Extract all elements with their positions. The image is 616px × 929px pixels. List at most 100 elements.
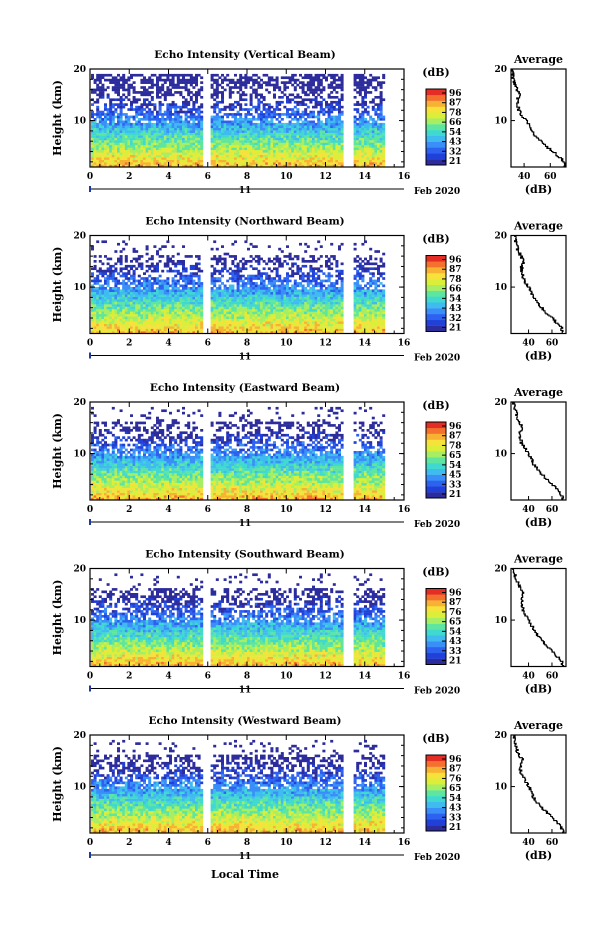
heatmap-cell — [184, 125, 188, 129]
heatmap-cell — [104, 331, 107, 334]
heatmap-cell — [106, 110, 110, 114]
heatmap-cell — [280, 91, 284, 94]
heatmap-cell — [161, 88, 165, 92]
heatmap-cell — [280, 326, 284, 329]
heatmap-cell — [119, 147, 123, 151]
heatmap-cell — [176, 152, 180, 155]
heatmap-cell — [262, 323, 266, 327]
heatmap-cell — [156, 76, 159, 80]
heatmap-cell — [179, 86, 183, 89]
heatmap-cell — [221, 140, 224, 143]
heatmap-cell — [176, 309, 180, 312]
heatmap-cell — [218, 125, 222, 129]
heatmap-cell — [150, 164, 154, 168]
heatmap-cell — [130, 105, 133, 109]
heatmap-cell — [195, 81, 198, 84]
heatmap-cell — [249, 309, 253, 312]
heatmap-cell — [244, 103, 248, 106]
heatmap-cell — [244, 115, 248, 119]
heatmap-cell — [122, 127, 126, 131]
heatmap-cell — [273, 299, 276, 302]
heatmap-cell — [234, 309, 237, 312]
heatmap-cell — [111, 321, 115, 324]
heatmap-cell — [283, 323, 287, 327]
heatmap-cell — [223, 130, 227, 133]
heatmap-cell — [200, 137, 204, 141]
heatmap-cell — [239, 301, 243, 305]
panel-1: Echo Intensity (Vertical Beam)0 2 4 6 8 10 12 1… — [51, 49, 567, 197]
heatmap-cell — [314, 130, 318, 133]
heatmap-cell — [280, 309, 284, 312]
heatmap-cell — [166, 73, 170, 77]
heatmap-cell — [369, 115, 373, 119]
heatmap-cell — [327, 301, 331, 305]
heatmap-cell — [236, 145, 240, 148]
heatmap-cell — [291, 309, 295, 312]
heatmap-cell — [296, 78, 300, 82]
heatmap-cell — [309, 91, 313, 94]
heatmap-cell — [215, 132, 219, 136]
heatmap-cell — [106, 301, 110, 305]
heatmap-cell — [117, 331, 120, 334]
heatmap-cell — [335, 137, 339, 141]
heatmap-cell — [213, 164, 217, 168]
heatmap-cell — [228, 108, 232, 111]
heatmap-cell — [184, 309, 188, 312]
heatmap-cell — [197, 127, 201, 131]
heatmap-cell — [299, 145, 302, 148]
heatmap-cell — [184, 296, 188, 300]
heatmap-cell — [218, 142, 222, 146]
heatmap-cell — [309, 132, 313, 136]
heatmap-cell — [101, 142, 105, 146]
heatmap-cell — [221, 127, 224, 131]
heatmap-cell — [366, 306, 370, 310]
heatmap-cell — [140, 296, 144, 300]
heatmap-cell — [312, 137, 315, 141]
heatmap-cell — [176, 316, 180, 320]
heatmap-cell — [364, 306, 367, 310]
heatmap-cell — [119, 122, 123, 126]
colorbar-swatch — [426, 159, 446, 166]
heatmap-cell — [299, 149, 302, 153]
heatmap-cell — [114, 313, 118, 317]
heatmap-cell — [361, 103, 365, 106]
heatmap-cell — [273, 152, 276, 155]
heatmap-cell — [101, 88, 105, 92]
heatmap-cell — [197, 140, 201, 143]
heatmap-cell — [236, 331, 240, 334]
heatmap-cell — [338, 306, 341, 310]
heatmap-cell — [104, 108, 107, 111]
colorbar-tick-label: 43 — [449, 138, 462, 148]
heatmap-cell — [117, 304, 120, 307]
heatmap-cell — [192, 100, 196, 104]
heatmap-cell — [239, 323, 243, 327]
heatmap-cell — [174, 311, 178, 315]
heatmap-cell — [353, 313, 357, 317]
heatmap-cell — [228, 125, 232, 129]
heatmap-cell — [174, 115, 178, 119]
heatmap-cell — [215, 127, 219, 131]
heatmap-cell — [140, 328, 144, 332]
heatmap-cell — [327, 103, 331, 106]
heatmap-cell — [221, 309, 224, 312]
heatmap-cell — [293, 81, 297, 84]
heatmap-cell — [93, 142, 97, 146]
heatmap-cell — [104, 299, 107, 302]
heatmap-cell — [286, 122, 289, 126]
heatmap-cell — [192, 152, 196, 155]
heatmap-cell — [293, 142, 297, 146]
heatmap-cell — [260, 309, 263, 312]
heatmap-cell — [335, 127, 339, 131]
heatmap-cell — [273, 157, 276, 160]
heatmap-cell — [163, 294, 167, 297]
heatmap-cell — [374, 309, 378, 312]
heatmap-cell — [228, 122, 232, 126]
heatmap-cell — [275, 304, 279, 307]
heatmap-cell — [340, 125, 344, 129]
heatmap-cell — [262, 301, 266, 305]
heatmap-cell — [140, 78, 144, 82]
heatmap-cell — [221, 93, 224, 97]
heatmap-cell — [260, 306, 263, 310]
heatmap-cell — [117, 328, 120, 332]
heatmap-cell — [161, 122, 165, 126]
